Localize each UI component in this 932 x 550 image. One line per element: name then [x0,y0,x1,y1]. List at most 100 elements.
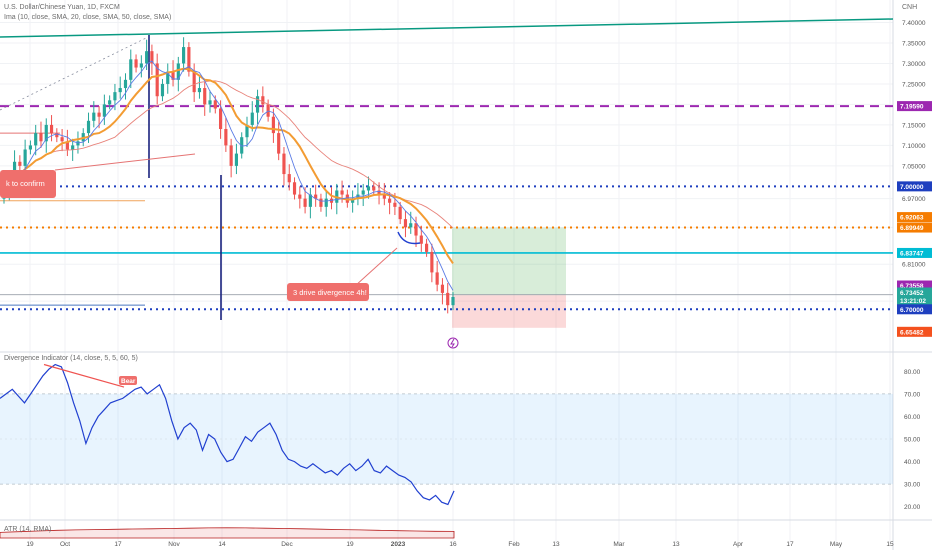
time-tick-label: Apr [733,541,744,548]
ma-slow-line [3,80,454,229]
price-tick-label: 7.35000 [902,40,926,47]
divergence-note-text: 3 drive divergence 4h! [293,288,367,297]
candle-body [308,194,312,207]
time-axis[interactable]: 19 Oct 17 Nov 14 Dec 19 2023 16 Feb 13 Mar 13 Apr 17 Ma… [26,541,894,548]
candle-body [393,202,397,207]
price-tag-label: 6.70000 [900,307,924,314]
time-tick-label: Feb [508,541,520,548]
candle-body [277,133,281,154]
ma-legend: Ima (10, close, SMA, 20, close, SMA, 50,… [4,14,171,21]
time-tick-label: 17 [786,541,794,548]
price-tag [897,304,932,315]
rsi-line [0,363,455,506]
price-tag [897,212,932,223]
candle-body [351,198,355,203]
candle-body [451,296,455,306]
candle-body [377,190,381,195]
candle-body [430,251,434,273]
candle-body [145,51,149,64]
candle-body [340,190,344,195]
price-tick-label: 7.30000 [902,61,926,68]
candle-body [108,100,112,105]
candle-body [139,63,143,68]
rsi-tick-label: 50.00 [904,437,921,444]
time-tick-label: 2023 [391,541,406,548]
price-tag [897,181,932,192]
candle-body [171,71,175,80]
time-tick-label: Oct [60,541,70,548]
candle-body [398,206,402,220]
rsi-tick-label: 70.00 [904,391,921,398]
candle-body [23,149,27,166]
bear-tag-label: Bear [121,378,136,385]
candle-body [282,153,286,175]
candle-body [18,161,22,166]
price-tag-label: 6.92063 [900,215,924,222]
candle-body [113,92,117,101]
candle-body [166,71,170,84]
price-tag [897,222,932,233]
candle-body [55,133,59,138]
chart-title: U.S. Dollar/Chinese Yuan, 1D, FXCM [4,4,120,11]
bear-tag [119,376,137,385]
candle-body [287,174,291,183]
price-tag [897,247,932,258]
rsi-tick-label: 20.00 [904,504,921,511]
candle-body [435,272,439,285]
candle-body [160,83,165,97]
price-tag-label: 6.73558 [900,283,924,290]
candle-body [60,137,64,142]
candle-body [319,198,323,207]
price-tick-label: 7.40000 [902,20,926,27]
price-tag-label: 6.83747 [900,250,924,257]
time-tick-label: 19 [346,541,354,548]
lightning-icon [450,338,455,348]
time-tick-label: May [830,541,843,548]
candle-body [229,145,233,166]
rsi-tick-label: 40.00 [904,459,921,466]
divergence-indicator-pane[interactable]: Bear [0,363,893,506]
annotation-pointer [354,247,398,287]
candle-body [213,100,217,109]
rsi-tick-label: 80.00 [904,369,921,376]
candle-body [409,223,413,228]
price-tick-label: 7.15000 [902,122,926,129]
channel-line [0,18,894,38]
candle-body [255,96,260,113]
candle-body [414,223,418,236]
price-tag-label: 6.89949 [900,225,924,232]
candle-body [224,129,228,146]
candle-body [324,198,328,207]
candle-body [49,124,54,134]
candle-body [123,79,128,89]
price-tick-label: 7.05000 [902,163,926,170]
atr-title: ATR (14, RMA) [4,526,51,533]
price-tag [897,101,932,112]
price-tick-label: 7.25000 [902,81,926,88]
price-tag [897,287,932,298]
divergence-curve [397,231,421,245]
time-tick-label: 14 [218,541,226,548]
rsi-title: Divergence Indicator (14, close, 5, 5, 6… [4,355,138,362]
candle-body [366,186,371,191]
candle-body [44,124,48,142]
candle-body [155,63,159,97]
candle-body [39,133,43,142]
note-box [0,170,56,198]
candle-body [12,161,17,179]
price-axis[interactable]: 7.400007.350007.300007.250007.200007.150… [897,20,932,511]
candle-body [403,219,408,228]
lightning-icon [447,337,459,349]
candle-body [372,186,376,191]
candle-body [118,88,122,93]
candle-body [92,112,96,121]
candle-body [271,116,275,134]
atr-pane[interactable] [0,527,455,539]
ma-fast-line [3,60,454,291]
candle-body [314,194,318,199]
time-tick-label: 19 [26,541,34,548]
candle-body [292,182,297,195]
candle-body [182,47,186,64]
